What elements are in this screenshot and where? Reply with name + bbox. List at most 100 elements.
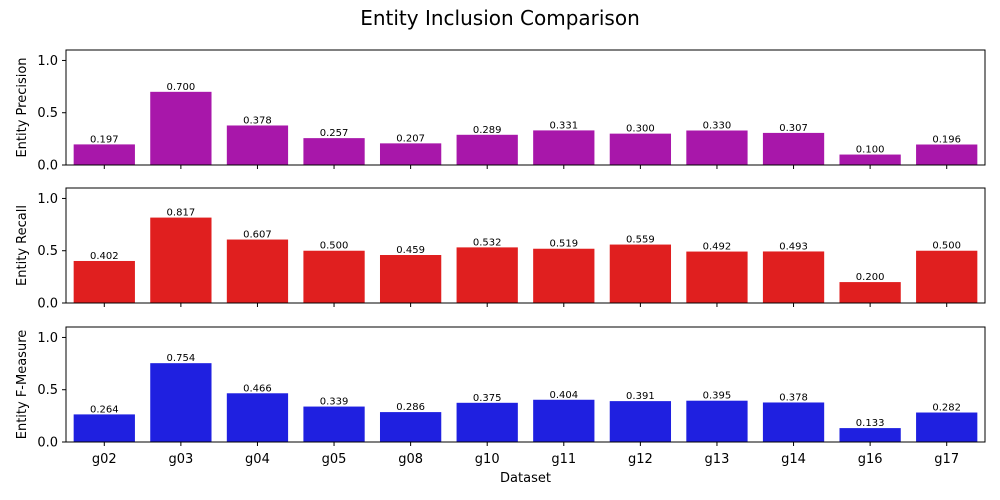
data-label-g12: 0.391 [626,391,655,402]
y-tick-label: 0.0 [37,159,58,174]
y-tick-label: 1.0 [37,331,58,346]
axes-frame [65,187,986,304]
data-label-g04: 0.466 [243,383,272,394]
bar-g03 [150,217,212,303]
x-tick-label-g10: g10 [475,452,500,467]
bar-g12 [609,244,672,303]
data-label-g12: 0.300 [626,124,655,135]
bar-g12 [609,401,672,442]
data-label-g11: 0.519 [549,239,578,250]
data-label-g10: 0.532 [473,237,502,248]
x-tick-label-g13: g13 [705,452,730,467]
x-tick-label-g04: g04 [245,452,270,467]
bar-g05 [303,406,365,442]
bar-g16 [839,428,901,442]
data-label-g16: 0.200 [856,272,885,283]
data-label-g08: 0.207 [396,133,425,144]
data-label-g05: 0.339 [320,397,349,408]
data-label-g08: 0.459 [396,245,425,256]
bar-g14 [762,132,825,165]
data-label-g10: 0.375 [473,393,502,404]
y-tick-label: 1.0 [37,192,58,207]
data-label-g14: 0.378 [779,392,808,403]
bar-g02 [73,260,135,303]
bar-g02 [73,414,135,442]
data-label-g04: 0.607 [243,230,272,241]
axes-frame [65,49,986,166]
bar-g13 [686,251,748,303]
y-axis-label: Entity F-Measure [15,330,30,440]
data-label-g14: 0.307 [779,123,808,134]
bar-g14 [762,251,825,303]
bar-g05 [303,138,365,165]
bar-g13 [686,130,748,165]
data-label-g11: 0.331 [549,120,578,131]
data-label-g03: 0.754 [167,353,196,364]
data-label-g13: 0.395 [703,391,732,402]
data-label-g17: 0.500 [932,241,961,252]
data-label-g04: 0.378 [243,115,272,126]
bar-g10 [456,247,518,303]
bar-g04 [226,239,289,303]
bar-g02 [73,144,135,165]
x-tick-label-g08: g08 [398,452,423,467]
x-tick-label-g03: g03 [168,452,193,467]
x-tick-label-g16: g16 [858,452,883,467]
bar-g05 [303,250,365,303]
chart-title: Entity Inclusion Comparison [360,6,640,30]
bar-g08 [379,412,442,442]
bar-g16 [839,154,901,165]
bar-g17 [916,250,978,303]
x-tick-label-g14: g14 [781,452,806,467]
data-label-g17: 0.196 [932,135,961,146]
bar-g08 [379,143,442,165]
bar-g10 [456,402,518,442]
y-tick-label: 1.0 [37,54,58,69]
panel-3: 0.264 0.754 0.466 0.339 0.286 0.375 0.404 0.391… [15,326,986,451]
data-label-g13: 0.330 [703,121,732,132]
bar-g16 [839,282,901,303]
bar-g03 [150,363,212,442]
bar-g17 [916,412,978,442]
bar-g13 [686,400,748,442]
data-label-g05: 0.500 [320,241,349,252]
bar-g11 [533,248,595,303]
y-tick-label: 0.0 [37,436,58,451]
bar-g17 [916,144,978,165]
bar-g04 [226,125,289,165]
data-label-g17: 0.282 [932,403,961,414]
y-axis-label: Entity Recall [15,205,30,286]
data-label-g03: 0.700 [167,82,196,93]
bar-g11 [533,130,595,165]
y-axis-label: Entity Precision [15,57,30,157]
y-tick-label: 0.5 [37,383,58,398]
panel-1: 0.197 0.700 0.378 0.257 0.207 0.289 0.331 0.300… [15,49,986,174]
x-axis-label: Dataset [500,471,551,486]
x-tick-label-g11: g11 [551,452,576,467]
data-label-g05: 0.257 [320,128,349,139]
bar-g04 [226,393,289,442]
data-label-g10: 0.289 [473,125,502,136]
data-label-g11: 0.404 [549,390,578,401]
x-tick-label-g12: g12 [628,452,653,467]
bar-g08 [379,255,442,303]
panel-2: 0.402 0.817 0.607 0.500 0.459 0.532 0.519 0.559… [15,187,986,312]
bar-g03 [150,91,212,165]
bar-g11 [533,399,595,442]
x-tick-label-g02: g02 [92,452,117,467]
data-label-g13: 0.492 [703,242,732,253]
data-label-g03: 0.817 [167,208,196,219]
y-tick-label: 0.5 [37,244,58,259]
bar-g12 [609,133,672,165]
bar-g14 [762,402,825,442]
data-label-g14: 0.493 [779,241,808,252]
data-label-g02: 0.264 [90,404,119,415]
data-label-g02: 0.197 [90,134,119,145]
data-label-g16: 0.100 [856,145,885,156]
y-tick-label: 0.0 [37,297,58,312]
axes-frame [65,326,986,443]
x-tick-label-g05: g05 [322,452,347,467]
data-label-g02: 0.402 [90,251,119,262]
